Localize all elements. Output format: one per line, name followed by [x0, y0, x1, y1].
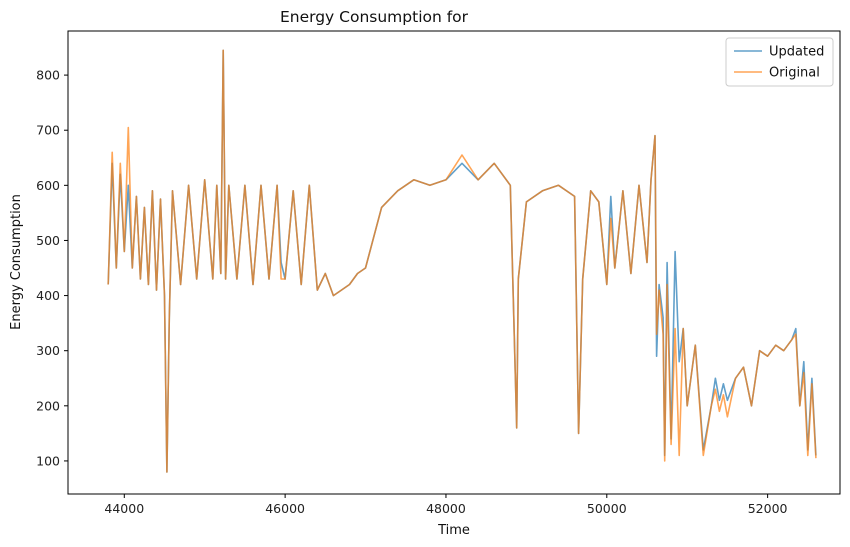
x-axis-label: Time [437, 523, 470, 538]
y-tick-label: 300 [36, 343, 60, 358]
legend-box [725, 37, 834, 87]
y-tick-label: 400 [36, 288, 60, 303]
x-tick-label: 46000 [265, 501, 305, 516]
series-layer [107, 49, 817, 473]
series-line-original [107, 49, 817, 473]
x-tick-label: 52000 [748, 501, 788, 516]
legend-label-updated: Updated [769, 45, 824, 60]
x-tick-label: 44000 [104, 501, 144, 516]
y-tick-label: 600 [36, 178, 60, 193]
legend-label-original: Original [769, 66, 820, 81]
y-axis-ticks: 100 200 300 400 500 600 700 800 [36, 68, 68, 468]
y-axis-label: Energy Consumption [9, 194, 24, 330]
y-tick-label: 100 [36, 453, 60, 468]
x-tick-label: 48000 [426, 501, 466, 516]
y-tick-label: 700 [36, 123, 60, 138]
x-tick-label: 50000 [587, 501, 627, 516]
chart-title: Energy Consumption for [280, 8, 469, 26]
y-tick-label: 800 [36, 68, 60, 83]
y-tick-label: 200 [36, 398, 60, 413]
legend: Updated Original [725, 37, 834, 87]
x-axis-ticks: 44000 46000 48000 50000 52000 [104, 494, 788, 516]
plot-frame [67, 30, 841, 495]
y-tick-label: 500 [36, 233, 60, 248]
